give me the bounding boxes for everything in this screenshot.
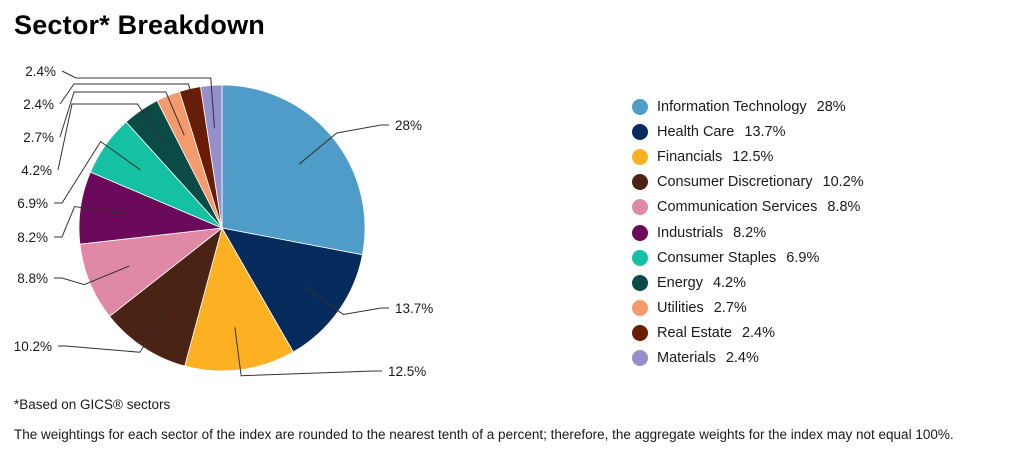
slice-label: 4.2%	[21, 163, 52, 178]
leader-line	[59, 83, 201, 131]
legend-label: Information Technology	[657, 98, 807, 115]
legend-item: Consumer Discretionary 10.2%	[632, 170, 864, 195]
legend-label: Financials	[657, 148, 723, 165]
legend-value: 6.9%	[786, 249, 820, 266]
footnote: *Based on GICS® sectors	[14, 397, 171, 412]
legend: Information Technology 28% Health Care 13.7…	[632, 94, 864, 371]
legend-item: Energy 4.2%	[632, 270, 864, 295]
legend-value: 13.7%	[744, 123, 786, 140]
legend-item: Industrials 8.2%	[632, 220, 864, 245]
legend-label: Communication Services	[657, 199, 818, 216]
legend-label: Consumer Discretionary	[657, 174, 813, 191]
leader-line	[54, 140, 141, 204]
slice-label: 28%	[395, 118, 422, 133]
legend-item: Utilities 2.7%	[632, 296, 864, 321]
legend-value: 2.4%	[725, 350, 759, 367]
legend-value: 8.2%	[733, 224, 767, 241]
legend-swatch	[632, 174, 648, 191]
slice-label: 2.4%	[23, 97, 54, 112]
legend-item: Materials 2.4%	[632, 346, 864, 371]
legend-label: Materials	[657, 350, 716, 367]
legend-label: Health Care	[657, 123, 735, 140]
legend-item: Real Estate 2.4%	[632, 321, 864, 346]
slice-label: 10.2%	[14, 339, 52, 354]
leader-line	[298, 124, 389, 165]
legend-swatch	[632, 300, 648, 317]
slice-label: 12.5%	[388, 364, 426, 379]
leader-line	[303, 285, 389, 315]
legend-value: 28%	[816, 98, 846, 115]
pie-chart: 28% 13.7% 12.5% 10.2% 8.8% 8.2% 6.9% 4.2% 2.7% 2.…	[14, 64, 434, 379]
chart-title: Sector* Breakdown	[14, 10, 265, 40]
leader-line	[59, 91, 185, 138]
legend-swatch	[632, 274, 648, 291]
legend-label: Industrials	[657, 224, 724, 241]
disclaimer: The weightings for each sector of the in…	[14, 427, 954, 442]
legend-label: Utilities	[657, 300, 704, 317]
leader-line	[57, 103, 166, 171]
legend-item: Information Technology 28%	[632, 94, 864, 119]
legend-swatch	[632, 224, 648, 241]
legend-swatch	[632, 249, 648, 266]
leader-line	[54, 205, 124, 238]
pie-slice-information-technology	[221, 84, 366, 256]
legend-swatch	[632, 325, 648, 342]
leader-line	[61, 70, 215, 129]
legend-value: 12.5%	[732, 148, 774, 165]
legend-value: 10.2%	[822, 174, 864, 191]
legend-item: Communication Services 8.8%	[632, 195, 864, 220]
legend-label: Real Estate	[657, 325, 732, 342]
slice-label: 6.9%	[17, 196, 48, 211]
slice-label: 13.7%	[395, 301, 433, 316]
legend-swatch	[632, 148, 648, 165]
slice-label: 8.2%	[17, 230, 48, 245]
legend-item: Consumer Staples 6.9%	[632, 245, 864, 270]
leader-line	[234, 327, 382, 377]
legend-value: 2.4%	[741, 325, 776, 342]
slice-label: 8.8%	[17, 271, 48, 286]
legend-value: 4.2%	[712, 274, 747, 291]
legend-item: Financials 12.5%	[632, 144, 864, 169]
legend-swatch	[632, 98, 648, 115]
legend-label: Consumer Staples	[657, 249, 777, 266]
legend-value: 8.8%	[827, 199, 861, 216]
legend-swatch	[632, 350, 648, 367]
slice-label: 2.4%	[25, 64, 56, 79]
legend-label: Energy	[657, 274, 703, 291]
legend-item: Health Care 13.7%	[632, 119, 864, 144]
leader-line	[58, 311, 168, 353]
leader-line	[54, 265, 130, 286]
slice-label: 2.7%	[23, 130, 54, 145]
legend-value: 2.7%	[713, 300, 747, 317]
legend-swatch	[632, 123, 648, 140]
legend-swatch	[632, 199, 648, 216]
